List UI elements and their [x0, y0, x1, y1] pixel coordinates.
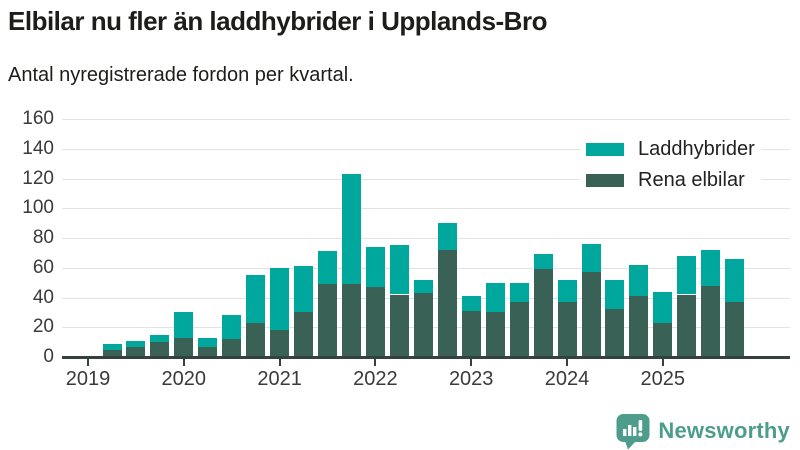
bar-segment-laddhybrider	[509, 282, 529, 302]
y-axis-tick-label: 80	[32, 227, 54, 248]
bar-segment-laddhybrider	[461, 296, 481, 311]
bar-segment-laddhybrider	[341, 174, 361, 285]
bar-segment-rena-elbilar	[557, 302, 577, 357]
bar-segment-rena-elbilar	[246, 322, 266, 357]
bar-segment-rena-elbilar	[294, 312, 313, 357]
bar-segment-laddhybrider	[246, 275, 266, 323]
legend-item-rena-elbilar: Rena elbilar	[580, 167, 761, 193]
bar-segment-laddhybrider	[701, 249, 721, 286]
bar-segment-rena-elbilar	[461, 310, 481, 357]
bar-segment-rena-elbilar	[126, 346, 146, 357]
y-axis-tick-label: 60	[32, 256, 54, 278]
bar-segment-laddhybrider	[318, 251, 337, 285]
bar-segment-rena-elbilar	[318, 284, 337, 357]
bar-segment-laddhybrider	[270, 267, 290, 331]
x-axis-tick	[470, 359, 473, 366]
y-axis-tick-label: 120	[22, 167, 54, 189]
x-axis-tick	[661, 359, 664, 366]
bar-segment-rena-elbilar	[605, 309, 625, 357]
bar-segment-rena-elbilar	[365, 287, 385, 357]
bar-segment-laddhybrider	[533, 254, 553, 270]
gridline	[62, 238, 790, 239]
legend-label: Laddhybrider	[638, 138, 755, 160]
bar-segment-rena-elbilar	[485, 312, 505, 357]
bar-segment-laddhybrider	[198, 337, 218, 347]
bar-segment-rena-elbilar	[150, 342, 170, 357]
y-axis-tick-label: 20	[32, 316, 54, 338]
bar-segment-laddhybrider	[222, 315, 242, 340]
gridline	[62, 119, 790, 120]
bar-segment-laddhybrider	[365, 246, 385, 288]
chart-legend: Laddhybrider Rena elbilar	[580, 136, 761, 193]
bar-segment-laddhybrider	[581, 243, 601, 273]
bar-segment-laddhybrider	[653, 291, 673, 323]
y-axis-tick-label: 140	[22, 137, 54, 159]
legend-item-laddhybrider: Laddhybrider	[580, 136, 761, 162]
x-axis-tick	[182, 359, 185, 366]
y-axis-tick-label: 100	[22, 197, 54, 219]
x-axis-tick	[87, 359, 89, 366]
brand-name: Newsworthy	[658, 418, 790, 443]
bar-segment-rena-elbilar	[341, 284, 361, 357]
x-axis-tick-label: 2024	[544, 368, 590, 390]
bar-segment-laddhybrider	[677, 255, 697, 295]
bar-segment-laddhybrider	[389, 245, 409, 295]
gridline	[62, 178, 790, 180]
bar-segment-laddhybrider	[725, 258, 745, 302]
bar-segment-rena-elbilar	[102, 349, 122, 357]
bar-segment-rena-elbilar	[581, 272, 601, 357]
bar-segment-rena-elbilar	[653, 322, 673, 357]
bar-segment-laddhybrider	[605, 279, 625, 310]
bar-segment-rena-elbilar	[437, 249, 457, 357]
x-axis-tick	[566, 359, 568, 366]
bar-segment-laddhybrider	[102, 343, 122, 350]
bar-segment-laddhybrider	[294, 266, 313, 313]
bar-segment-rena-elbilar	[509, 302, 529, 357]
newsworthy-logo: Newsworthy	[615, 412, 790, 450]
bar-segment-laddhybrider	[557, 279, 577, 302]
x-axis-tick-label: 2022	[353, 368, 398, 390]
bar-segment-laddhybrider	[485, 282, 505, 313]
x-axis-tick-label: 2025	[640, 368, 686, 390]
bar-segment-laddhybrider	[150, 334, 170, 343]
gridline	[62, 208, 790, 210]
bar-segment-rena-elbilar	[413, 293, 433, 357]
x-axis-tick	[278, 359, 281, 366]
bar-segment-rena-elbilar	[629, 296, 649, 357]
bar-segment-laddhybrider	[413, 279, 433, 294]
page-title: Elbilar nu fler än laddhybrider i Upplan…	[8, 6, 547, 36]
legend-swatch-rena-elbilar	[586, 173, 624, 187]
bar-segment-rena-elbilar	[701, 285, 721, 357]
gridline	[62, 148, 790, 150]
bar-segment-laddhybrider	[437, 223, 457, 250]
bar-segment-rena-elbilar	[389, 294, 409, 357]
bar-segment-rena-elbilar	[270, 330, 290, 357]
x-axis-tick-label: 2023	[448, 368, 494, 390]
legend-label: Rena elbilar	[638, 169, 745, 191]
x-axis-tick-label: 2021	[257, 368, 302, 390]
x-axis-tick-label: 2020	[161, 368, 207, 390]
bar-segment-laddhybrider	[174, 312, 194, 338]
x-axis-line	[62, 356, 790, 359]
bar-segment-rena-elbilar	[222, 339, 242, 357]
x-axis-tick-label: 2019	[65, 368, 111, 390]
bar-segment-rena-elbilar	[677, 294, 697, 357]
bar-segment-rena-elbilar	[198, 346, 218, 357]
y-axis-tick-label: 40	[32, 286, 54, 308]
x-axis-tick	[374, 359, 377, 366]
bar-segment-rena-elbilar	[174, 337, 194, 357]
y-axis-tick-label: 0	[43, 346, 54, 367]
gridline	[62, 267, 790, 269]
newsworthy-pin-barchart-icon	[616, 414, 650, 450]
bar-segment-laddhybrider	[126, 340, 146, 347]
bar-segment-laddhybrider	[629, 264, 649, 296]
legend-swatch-laddhybrider	[586, 142, 624, 156]
bar-segment-rena-elbilar	[725, 302, 745, 357]
y-axis-tick-label: 160	[22, 108, 54, 129]
chart-subtitle: Antal nyregistrerade fordon per kvartal.	[8, 64, 354, 86]
bar-segment-rena-elbilar	[533, 269, 553, 357]
